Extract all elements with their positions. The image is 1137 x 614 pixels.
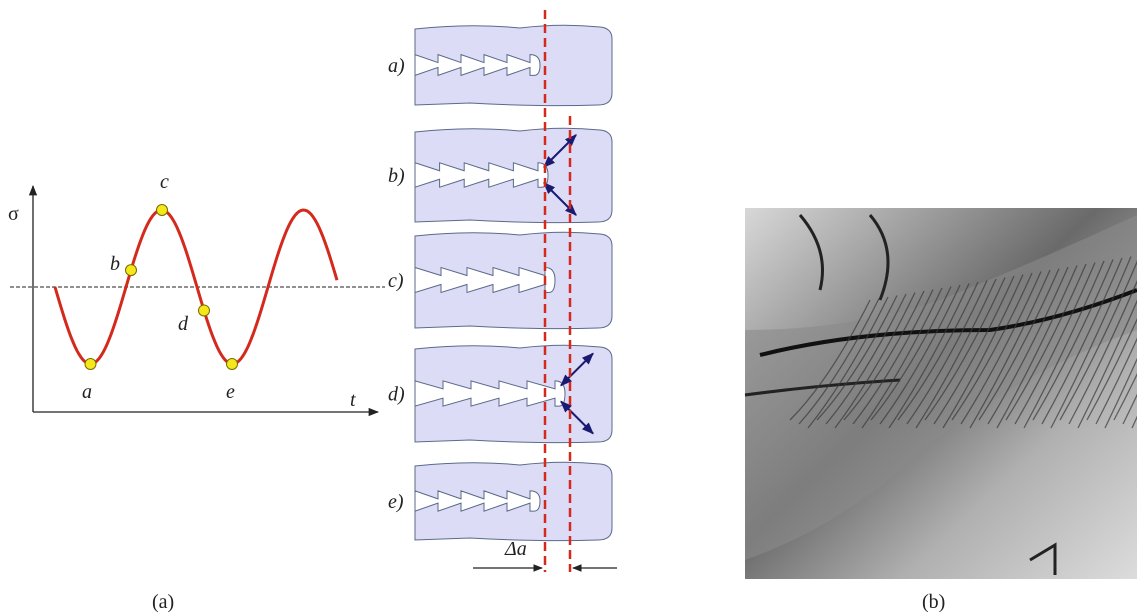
point	[199, 305, 210, 316]
delta-label: Δa	[504, 538, 527, 560]
point-label: b	[110, 253, 120, 275]
caption: (a)	[152, 591, 174, 613]
panel-label: e)	[388, 491, 404, 513]
point-label: a	[82, 381, 92, 403]
panel-label: d)	[388, 384, 405, 406]
caption: (b)	[922, 591, 945, 613]
figure: σ t a b c d e a) b) c) d) e) Δa (a) (b)	[0, 0, 1137, 614]
point-label: d	[178, 313, 189, 335]
panel-label: c)	[388, 270, 404, 292]
fracture-photo	[745, 208, 1137, 579]
point-label: c	[160, 171, 169, 193]
panel-label: b)	[388, 165, 405, 187]
point	[85, 359, 96, 370]
point	[157, 205, 168, 216]
point-label: e	[226, 381, 235, 403]
x-axis-label: t	[350, 389, 356, 411]
point	[227, 358, 238, 369]
point	[126, 265, 137, 276]
y-axis-label: σ	[8, 203, 19, 225]
panel-label: a)	[388, 55, 405, 77]
